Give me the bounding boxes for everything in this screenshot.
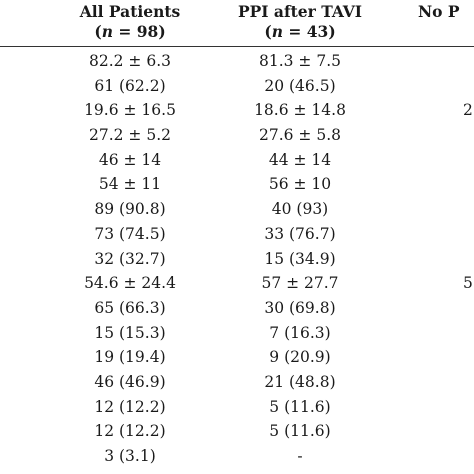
cell-ppi-after-tavi: 40 (93) [271,200,329,219]
header-ppi-n-symbol: n [271,22,283,41]
table-row: 32 (32.7) 15 (34.9) [0,247,474,272]
cell-ppi-after-tavi: 15 (34.9) [264,249,336,268]
table-row: 15 (15.3) 7 (16.3) [0,321,474,346]
cell-ppi-after-tavi: 5 (11.6) [269,397,331,416]
cell-ppi-after-tavi: 44 ± 14 [268,150,332,169]
cell-ppi-after-tavi: 5 (11.6) [269,422,331,441]
cell-all-patients: 32 (32.7) [94,249,166,268]
header-all-patients-label: All Patients [79,2,181,21]
table-row: 12 (12.2) 5 (11.6) [0,395,474,420]
cell-all-patients: 3 (3.1) [104,447,156,465]
header-ppi-n-value: = 43) [282,22,336,41]
cell-ppi-after-tavi: 30 (69.8) [264,298,336,317]
cell-all-patients: 61 (62.2) [94,76,166,95]
header-all-patients-n-value: = 98) [112,22,166,41]
cell-all-patients: 19 (19.4) [94,348,166,367]
table-row: 27.2 ± 5.2 27.6 ± 5.8 [0,123,474,148]
header-ppi-label: PPI after TAVI [237,2,363,21]
cell-ppi-after-tavi: 81.3 ± 7.5 [258,52,341,70]
cell-all-patients: 46 (46.9) [94,372,166,391]
cell-all-patients: 65 (66.3) [94,298,166,317]
table-row: 46 ± 14 44 ± 14 [0,148,474,173]
cell-all-patients: 12 (12.2) [94,422,166,441]
cell-all-patients: 73 (74.5) [94,224,166,243]
cell-ppi-after-tavi: 20 (46.5) [264,76,336,95]
cell-ppi-after-tavi: - [297,447,303,465]
cell-ppi-after-tavi: 57 ± 27.7 [261,274,339,293]
cell-all-patients: 82.2 ± 6.3 [88,52,171,70]
cell-ppi-after-tavi: 33 (76.7) [264,224,336,243]
cell-ppi-after-tavi: 27.6 ± 5.8 [258,126,341,145]
table-row: 73 (74.5) 33 (76.7) [0,222,474,247]
cell-ppi-after-tavi: 18.6 ± 14.8 [254,101,346,120]
cell-all-patients: 15 (15.3) [94,323,166,342]
table-header: All Patients (n = 98) PPI after TAVI (n … [0,0,474,44]
table-row: 54.6 ± 24.4 57 ± 27.7 5 [0,271,474,296]
table-row: 12 (12.2) 5 (11.6) [0,419,474,444]
cell-ppi-after-tavi: 21 (48.8) [264,372,336,391]
table-row: 3 (3.1) - [0,444,474,469]
table-body: 82.2 ± 6.3 81.3 ± 7.5 61 (62.2) 20 (46.5) 19… [0,49,474,469]
header-all-patients-n-symbol: n [101,22,113,41]
table-row: 19.6 ± 16.5 18.6 ± 14.8 2 [0,98,474,123]
cell-no-ppi: 5 [463,274,473,293]
cell-all-patients: 89 (90.8) [94,200,166,219]
table-row: 54 ± 11 56 ± 10 [0,172,474,197]
cell-all-patients: 54 ± 11 [98,175,162,194]
table-row: 46 (46.9) 21 (48.8) [0,370,474,395]
cell-ppi-after-tavi: 9 (20.9) [269,348,331,367]
cell-ppi-after-tavi: 56 ± 10 [268,175,332,194]
cell-all-patients: 27.2 ± 5.2 [88,126,171,145]
table-row: 65 (66.3) 30 (69.8) [0,296,474,321]
header-divider [0,46,474,47]
cell-all-patients: 54.6 ± 24.4 [84,274,176,293]
table-row: 19 (19.4) 9 (20.9) [0,345,474,370]
header-all-patients-n: (n = 98) [94,22,166,41]
header-ppi-after-tavi: PPI after TAVI (n = 43) [230,2,370,42]
header-ppi-n: (n = 43) [264,22,336,41]
header-no-ppi-label: No P [418,2,460,21]
cell-all-patients: 12 (12.2) [94,397,166,416]
header-no-ppi: No P [418,2,474,22]
cell-no-ppi: 2 [463,101,473,120]
table-row: 61 (62.2) 20 (46.5) [0,74,474,99]
header-all-patients: All Patients (n = 98) [55,2,205,42]
table-row: 82.2 ± 6.3 81.3 ± 7.5 [0,49,474,74]
cell-ppi-after-tavi: 7 (16.3) [269,323,331,342]
cell-all-patients: 19.6 ± 16.5 [84,101,176,120]
table-row: 89 (90.8) 40 (93) [0,197,474,222]
cell-all-patients: 46 ± 14 [98,150,162,169]
